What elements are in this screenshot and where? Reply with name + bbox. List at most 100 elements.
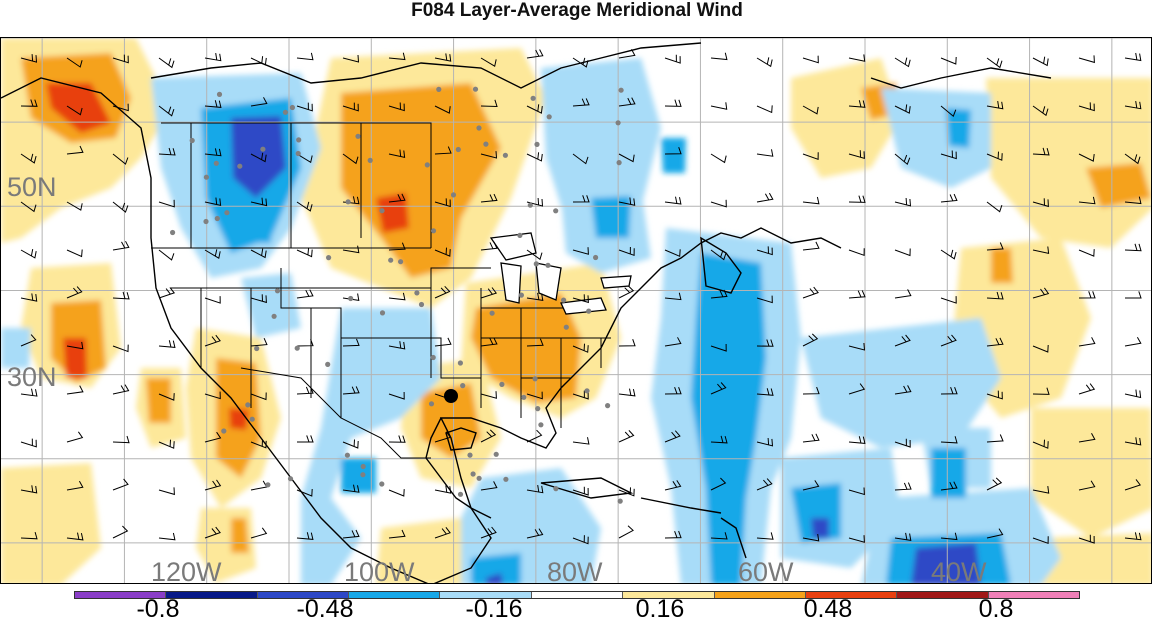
station-dot — [618, 87, 624, 93]
wind-barb — [940, 56, 957, 65]
lat-label-50n: 50N — [7, 172, 57, 202]
negative-shade-1 — [241, 273, 301, 338]
station-dot — [424, 162, 430, 168]
station-dot — [249, 416, 255, 422]
wind-barb — [204, 53, 222, 62]
wind-barb — [1124, 196, 1142, 205]
wind-barb — [894, 57, 911, 68]
wind-barb — [618, 487, 635, 497]
station-dot — [472, 86, 479, 92]
wind-barb — [1032, 246, 1050, 255]
wind-barb — [1125, 291, 1142, 299]
wind-barb — [112, 435, 130, 444]
storm-center-marker — [444, 389, 458, 403]
station-dot — [430, 354, 436, 361]
station-dot — [502, 152, 508, 158]
wind-barb — [756, 105, 773, 114]
station-dot — [428, 401, 435, 407]
colorbar-segment — [623, 592, 715, 598]
wind-barb — [710, 102, 728, 110]
wind-barb — [848, 100, 866, 108]
station-dot — [418, 301, 425, 308]
negative-shade-3 — [486, 573, 503, 583]
wind-barb — [388, 52, 406, 61]
wind-barb — [572, 294, 589, 304]
positive-shade-1 — [1041, 533, 1151, 583]
wind-barb — [158, 287, 176, 299]
wind-barb — [1124, 243, 1142, 252]
wind-barb — [756, 339, 774, 347]
wind-barb — [572, 390, 589, 400]
wind-barb — [618, 388, 636, 397]
wind-barb — [802, 241, 820, 251]
wind-barb — [618, 430, 635, 443]
wind-barb — [802, 533, 820, 542]
wind-barb — [572, 195, 590, 203]
wind-barb — [986, 390, 1003, 400]
wind-barb — [940, 532, 958, 541]
wind-barb — [66, 249, 83, 258]
wind-barb — [710, 532, 728, 540]
colorbar-tick-label: -0.8 — [136, 595, 180, 623]
station-dot — [287, 476, 294, 482]
wind-barb — [572, 247, 589, 255]
wind-barb — [20, 531, 38, 540]
positive-shade-3 — [229, 408, 249, 430]
wind-barb — [20, 54, 38, 63]
station-dot — [476, 125, 482, 131]
wind-barb — [434, 146, 452, 155]
wind-barb — [342, 153, 359, 165]
wind-barb — [296, 153, 313, 164]
wind-barb — [434, 285, 451, 299]
wind-barb — [710, 153, 727, 164]
wind-barb — [1078, 433, 1096, 443]
wind-barb — [388, 435, 406, 443]
wind-barb — [66, 145, 84, 155]
station-dot — [213, 160, 219, 166]
wind-barb — [20, 293, 38, 302]
negative-shade-2 — [691, 253, 766, 583]
wind-barb — [66, 532, 84, 541]
wind-barb — [1078, 291, 1096, 299]
wind-barb — [802, 286, 819, 299]
wind-barb — [112, 103, 129, 112]
colorbar-segment — [897, 592, 989, 598]
station-dot — [214, 215, 220, 222]
wind-barb — [296, 339, 314, 347]
station-dot — [617, 498, 623, 504]
wind-barb — [802, 386, 820, 395]
wind-barb — [66, 286, 83, 299]
wind-barb — [1032, 536, 1049, 545]
wind-barb — [434, 53, 452, 62]
positive-shade-2 — [471, 293, 581, 403]
wind-barb — [526, 429, 543, 443]
positive-shade-2 — [1086, 163, 1151, 208]
colorbar-tick-label: -0.48 — [296, 595, 354, 623]
station-dot — [294, 345, 300, 351]
wind-barb — [618, 153, 635, 163]
wind-barb — [618, 49, 636, 59]
wind-barb — [480, 337, 498, 347]
wind-barb — [802, 333, 819, 347]
negative-shade-3 — [911, 543, 981, 583]
wind-barb — [296, 52, 314, 61]
station-dot — [360, 463, 366, 470]
station-dot — [325, 361, 331, 367]
wind-barb — [894, 248, 911, 257]
wind-barb — [940, 436, 958, 444]
map-frame: 50N 30N 120W 100W 80W 60W 40W — [0, 37, 1152, 584]
wind-barb — [848, 150, 865, 159]
wind-barb — [434, 337, 452, 347]
station-dot — [553, 486, 559, 492]
station-dot — [216, 91, 223, 97]
wind-barb — [894, 334, 911, 347]
wind-barb — [802, 105, 819, 115]
station-dot — [476, 475, 482, 481]
wind-barb — [66, 385, 84, 395]
wind-barb — [342, 338, 360, 347]
station-dot — [593, 254, 599, 261]
wind-barb — [894, 482, 912, 491]
wind-barb — [618, 339, 636, 347]
wind-barb — [342, 439, 359, 449]
wind-barb — [848, 342, 866, 351]
